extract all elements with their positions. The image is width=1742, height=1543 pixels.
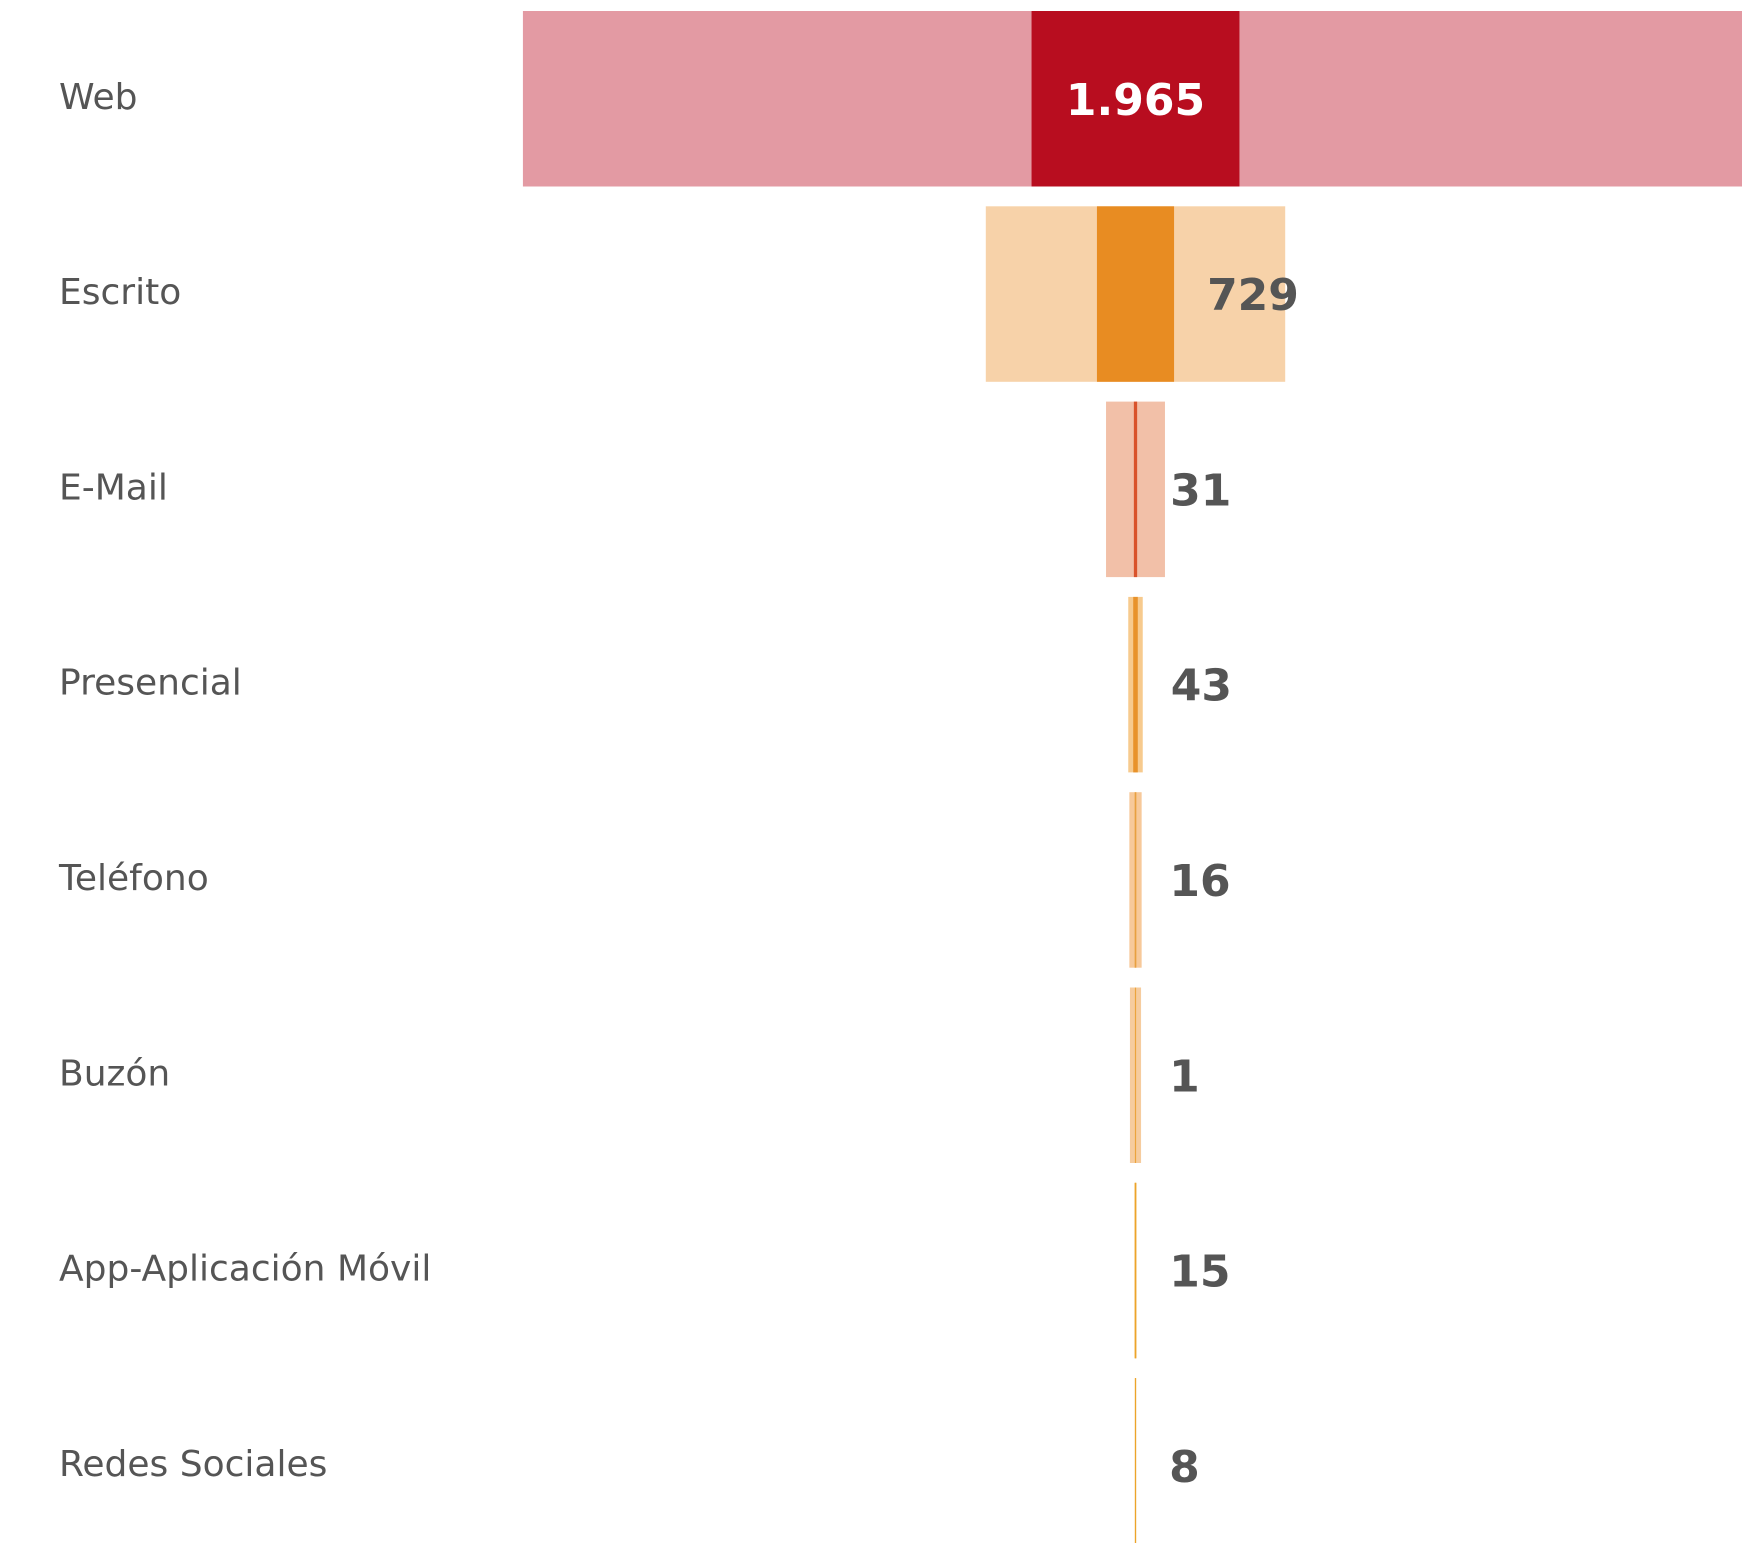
- value-label: 43: [1171, 661, 1232, 712]
- category-label: Redes Sociales: [59, 1444, 327, 1485]
- value-label: 1.965: [1066, 75, 1205, 126]
- value-label: 1: [1169, 1051, 1200, 1102]
- inner-bar: [1133, 596, 1138, 773]
- inner-bar: [1134, 792, 1137, 968]
- category-label: Escrito: [59, 272, 181, 313]
- inner-bar: [1134, 987, 1137, 1163]
- inner-bar: [1134, 1182, 1137, 1359]
- category-label: E-Mail: [59, 467, 168, 508]
- value-label: 16: [1169, 856, 1230, 907]
- category-label: Web: [59, 77, 138, 118]
- inner-bar: [1031, 11, 1240, 187]
- value-label: 729: [1207, 270, 1299, 321]
- category-label: Presencial: [59, 663, 242, 704]
- inner-bar: [1133, 401, 1138, 578]
- value-label: 8: [1169, 1442, 1200, 1493]
- inner-bar: [1134, 1378, 1137, 1543]
- value-label: 31: [1170, 465, 1231, 516]
- inner-bar: [1096, 206, 1175, 382]
- category-label: App-Aplicación Móvil: [59, 1249, 431, 1290]
- category-label: Teléfono: [58, 858, 209, 899]
- value-label: 15: [1169, 1247, 1230, 1298]
- category-label: Buzón: [59, 1053, 170, 1094]
